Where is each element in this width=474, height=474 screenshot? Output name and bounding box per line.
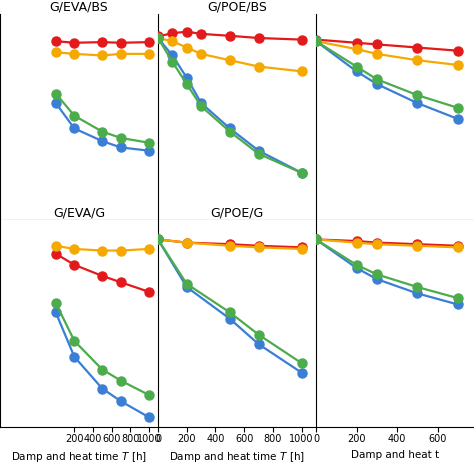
Legend: $I_{sc}$, $V_{oc}$, $P_{max}$, $FF$: $I_{sc}$, $V_{oc}$, $P_{max}$, $FF$ <box>194 146 240 211</box>
X-axis label: Damp and heat time $T$ [h]: Damp and heat time $T$ [h] <box>169 450 305 464</box>
Legend: $I_{SC}$, $V_{OC}$, $P_{max}$, $FF$: $I_{SC}$, $V_{OC}$, $P_{max}$, $FF$ <box>194 352 240 417</box>
Title: G/EVA/BS: G/EVA/BS <box>50 0 109 13</box>
Title: G/POE/BS: G/POE/BS <box>207 0 267 13</box>
X-axis label: Damp and heat t: Damp and heat t <box>351 450 439 460</box>
Title: G/POE/G: G/POE/G <box>210 206 264 219</box>
X-axis label: Damp and heat time $T$ [h]: Damp and heat time $T$ [h] <box>169 244 305 257</box>
X-axis label: Damp and heat time $T$ [h]: Damp and heat time $T$ [h] <box>11 450 147 464</box>
X-axis label: Damp and heat t: Damp and heat t <box>351 244 439 254</box>
Title: G/EVA/G: G/EVA/G <box>53 206 105 219</box>
X-axis label: Damp and heat time $T$ [h]: Damp and heat time $T$ [h] <box>11 244 147 257</box>
